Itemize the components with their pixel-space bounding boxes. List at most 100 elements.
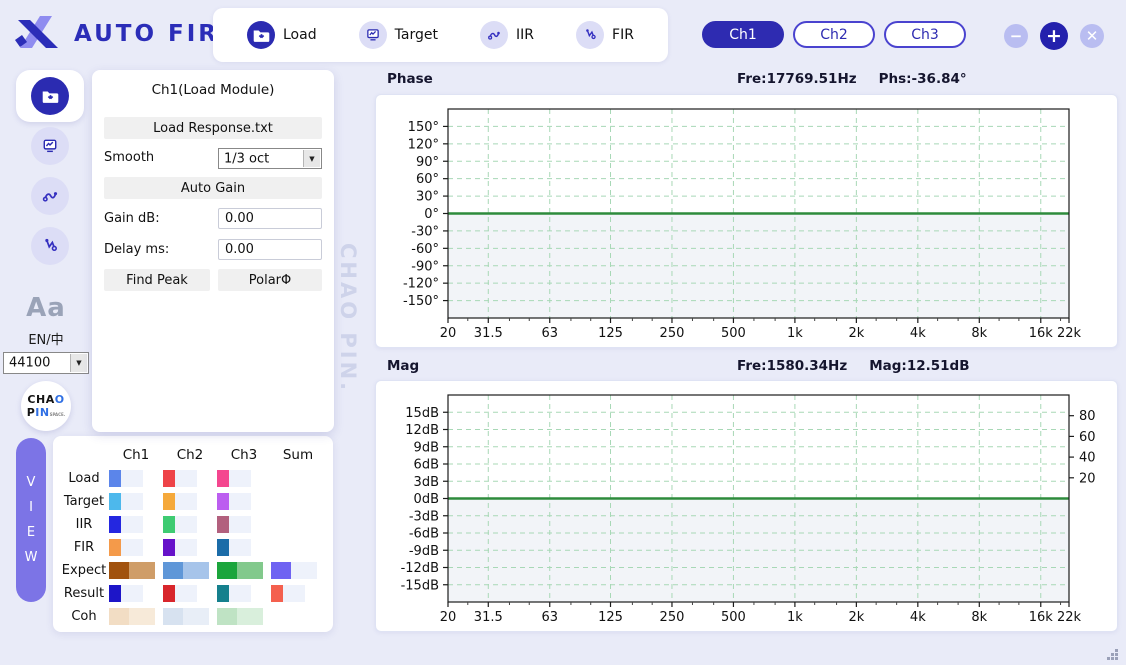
legend-swatch-cell[interactable] [109,608,163,625]
legend-swatch-cell[interactable] [217,470,271,487]
legend-swatch-cell[interactable] [163,539,217,556]
view-panel-button[interactable]: V I E W [16,438,46,602]
polar-phase-button[interactable]: PolarΦ [218,269,322,291]
close-button[interactable]: ✕ [1080,24,1104,48]
legend-color-swatch-secondary[interactable] [229,493,251,510]
smooth-select[interactable]: 1/3 oct ▼ [218,148,322,169]
sample-rate-select[interactable]: 44100 ▼ [3,352,89,374]
font-size-toggle[interactable]: Aa [0,293,92,323]
gain-input[interactable] [218,208,322,229]
legend-color-swatch[interactable] [163,470,175,487]
legend-swatch-cell[interactable] [163,608,217,625]
legend-swatch-cell[interactable] [163,562,217,579]
tab-iir[interactable]: IIR [480,21,534,49]
mag-chart-plot[interactable]: 15dB12dB9dB6dB3dB0dB-3dB-6dB-9dB-12dB-15… [376,381,1119,633]
legend-color-swatch-secondary[interactable] [183,562,209,579]
legend-swatch-cell[interactable] [217,493,271,510]
legend-color-swatch-secondary[interactable] [229,470,251,487]
legend-color-swatch-secondary[interactable] [175,493,197,510]
legend-swatch-cell[interactable] [217,585,271,602]
legend-color-swatch[interactable] [163,608,183,625]
minimize-button[interactable]: − [1004,24,1028,48]
delay-input[interactable] [218,239,322,260]
legend-color-swatch[interactable] [163,539,175,556]
legend-swatch-cell[interactable] [109,539,163,556]
legend-color-swatch-secondary[interactable] [229,539,251,556]
legend-color-swatch[interactable] [109,470,121,487]
legend-color-swatch[interactable] [217,608,237,625]
legend-color-swatch-secondary[interactable] [129,562,155,579]
legend-color-swatch[interactable] [163,516,175,533]
legend-swatch-cell[interactable] [109,516,163,533]
legend-color-swatch[interactable] [271,585,283,602]
legend-color-swatch-secondary[interactable] [237,608,263,625]
legend-color-swatch-secondary[interactable] [229,585,251,602]
legend-color-swatch[interactable] [109,585,121,602]
legend-color-swatch-secondary[interactable] [175,539,197,556]
legend-swatch-cell[interactable] [163,470,217,487]
legend-swatch-cell[interactable] [109,493,163,510]
legend-color-swatch-secondary[interactable] [183,608,209,625]
legend-swatch-cell[interactable] [109,585,163,602]
legend-color-swatch[interactable] [217,562,237,579]
legend-color-swatch[interactable] [109,562,129,579]
legend-color-swatch[interactable] [271,562,291,579]
channel-button-ch2[interactable]: Ch2 [793,21,875,48]
phase-chart-plot[interactable]: 150°120°90°60°30°0°-30°-60°-90°-120°-150… [376,95,1119,349]
svg-text:63: 63 [541,610,558,625]
legend-swatch-cell[interactable] [163,516,217,533]
legend-color-swatch-secondary[interactable] [229,516,251,533]
legend-color-swatch[interactable] [217,539,229,556]
legend-color-swatch[interactable] [109,539,121,556]
tab-load[interactable]: Load [247,21,317,49]
tab-target[interactable]: Target [359,21,438,49]
legend-color-swatch-secondary[interactable] [175,516,197,533]
legend-swatch-cell[interactable] [271,585,325,602]
legend-color-swatch[interactable] [217,585,229,602]
channel-button-ch1[interactable]: Ch1 [702,21,784,48]
legend-color-swatch[interactable] [217,493,229,510]
legend-color-swatch[interactable] [163,562,183,579]
legend-color-swatch[interactable] [109,608,129,625]
legend-swatch-cell[interactable] [109,470,163,487]
legend-color-swatch-secondary[interactable] [283,585,305,602]
legend-swatch-cell[interactable] [217,516,271,533]
language-toggle[interactable]: EN/中 [0,329,92,348]
legend-color-swatch[interactable] [109,493,121,510]
tab-fir[interactable]: FIR [576,21,634,49]
legend-color-swatch[interactable] [217,516,229,533]
legend-color-swatch-secondary[interactable] [121,539,143,556]
legend-swatch-cell[interactable] [217,608,271,625]
svg-text:6dB: 6dB [414,458,439,473]
add-button[interactable]: + [1040,22,1068,50]
sidebar-item-fir[interactable] [31,227,69,265]
find-peak-button[interactable]: Find Peak [104,269,210,291]
sidebar-item-iir[interactable] [31,177,69,215]
legend-color-swatch-secondary[interactable] [175,585,197,602]
legend-color-swatch-secondary[interactable] [121,493,143,510]
legend-color-swatch[interactable] [163,493,175,510]
sidebar-item-load[interactable] [31,77,69,115]
channel-button-ch3[interactable]: Ch3 [884,21,966,48]
auto-gain-button[interactable]: Auto Gain [104,177,322,199]
legend-swatch-cell[interactable] [217,562,271,579]
legend-swatch-cell[interactable] [109,562,163,579]
resize-grip[interactable] [1104,646,1120,662]
legend-color-swatch-secondary[interactable] [129,608,155,625]
load-response-button[interactable]: Load Response.txt [104,117,322,139]
svg-text:4k: 4k [910,326,926,341]
legend-color-swatch[interactable] [217,470,229,487]
legend-color-swatch[interactable] [163,585,175,602]
legend-color-swatch-secondary[interactable] [291,562,317,579]
legend-color-swatch-secondary[interactable] [121,470,143,487]
legend-color-swatch-secondary[interactable] [121,516,143,533]
legend-swatch-cell[interactable] [163,493,217,510]
legend-swatch-cell[interactable] [163,585,217,602]
legend-color-swatch-secondary[interactable] [237,562,263,579]
legend-swatch-cell[interactable] [271,562,325,579]
legend-color-swatch-secondary[interactable] [121,585,143,602]
legend-color-swatch-secondary[interactable] [175,470,197,487]
legend-swatch-cell[interactable] [217,539,271,556]
sidebar-item-target[interactable] [31,127,69,165]
legend-color-swatch[interactable] [109,516,121,533]
